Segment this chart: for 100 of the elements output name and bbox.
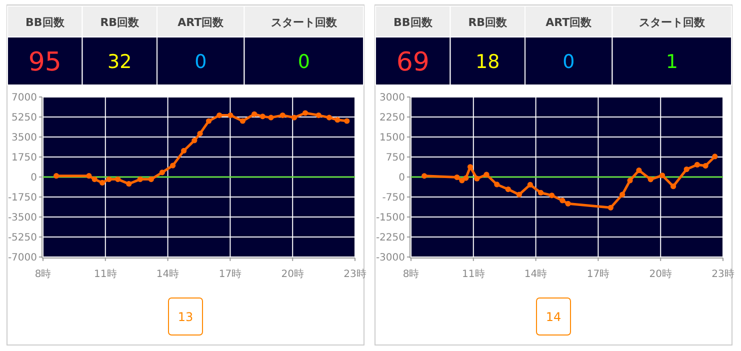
point bbox=[608, 204, 614, 210]
category-label: スタート回数 bbox=[270, 16, 338, 29]
point bbox=[159, 170, 165, 176]
point bbox=[197, 130, 203, 136]
point bbox=[712, 154, 718, 160]
y-tick-label: 5250 bbox=[12, 112, 37, 124]
x-tick-label: 11時 bbox=[462, 268, 485, 280]
x-tick-label: 11時 bbox=[94, 268, 117, 280]
point bbox=[620, 192, 626, 198]
y-tick-label: 750 bbox=[386, 152, 405, 164]
point bbox=[484, 172, 490, 178]
y-tick-label: -7000 bbox=[8, 252, 37, 264]
y-tick-label: 7000 bbox=[12, 92, 37, 104]
point bbox=[99, 180, 106, 186]
point bbox=[228, 112, 234, 118]
x-tick-label: 17時 bbox=[218, 268, 242, 280]
x-tick-label: 20時 bbox=[649, 268, 672, 280]
point bbox=[627, 178, 633, 184]
y-tick-label: -5250 bbox=[8, 232, 37, 244]
text: 0 bbox=[194, 50, 207, 73]
text: 69 bbox=[396, 47, 430, 78]
text: 13 bbox=[178, 310, 194, 324]
point bbox=[454, 174, 460, 180]
x-tick-label: 23時 bbox=[344, 268, 366, 280]
y-tick-label: 3500 bbox=[12, 132, 37, 144]
category-label: BB回数 bbox=[393, 16, 434, 29]
point bbox=[505, 186, 511, 192]
point bbox=[565, 200, 571, 206]
point bbox=[560, 198, 566, 204]
x-tick-label: 17時 bbox=[586, 268, 610, 280]
category-label: RB回数 bbox=[100, 16, 140, 29]
category-label: ART回数 bbox=[178, 16, 225, 29]
category-label: ART回数 bbox=[546, 16, 593, 29]
point bbox=[192, 138, 198, 144]
y-tick-label: -1750 bbox=[8, 192, 37, 204]
point bbox=[516, 192, 522, 198]
point bbox=[268, 114, 274, 120]
point bbox=[86, 173, 92, 179]
y-tick-label: -750 bbox=[382, 192, 405, 204]
category-label: RB回数 bbox=[468, 16, 508, 29]
point bbox=[648, 176, 654, 182]
point bbox=[216, 112, 222, 118]
text: 0 bbox=[298, 50, 310, 73]
point bbox=[92, 176, 98, 182]
point bbox=[126, 181, 132, 187]
x-tick-label: 8時 bbox=[402, 268, 420, 280]
point bbox=[291, 114, 298, 120]
y-tick-label: 0 bbox=[30, 172, 37, 184]
point bbox=[115, 176, 121, 182]
point bbox=[702, 163, 708, 169]
point bbox=[240, 118, 246, 124]
text: 18 bbox=[476, 50, 500, 73]
y-tick-label: -2250 bbox=[376, 232, 405, 244]
point bbox=[494, 182, 500, 188]
y-tick-label: 1750 bbox=[12, 152, 37, 164]
point bbox=[54, 173, 60, 179]
category-label: スタート回数 bbox=[638, 16, 706, 29]
text: 0 bbox=[562, 50, 575, 73]
point bbox=[694, 162, 700, 168]
point bbox=[684, 166, 690, 172]
point bbox=[538, 190, 544, 196]
y-tick-label: 1500 bbox=[380, 132, 405, 144]
point bbox=[260, 114, 266, 120]
category-label: BB回数 bbox=[25, 16, 66, 29]
point bbox=[334, 117, 340, 123]
point bbox=[659, 172, 666, 178]
point bbox=[670, 184, 676, 190]
x-tick-label: 14時 bbox=[156, 268, 180, 280]
y-tick-label: -1500 bbox=[376, 212, 405, 224]
x-tick-label: 14時 bbox=[524, 268, 548, 280]
point bbox=[302, 110, 308, 116]
point bbox=[106, 176, 112, 182]
point bbox=[181, 148, 187, 154]
text: 1 bbox=[666, 50, 678, 73]
y-tick-label: 3000 bbox=[380, 92, 405, 104]
point bbox=[316, 112, 322, 118]
point bbox=[206, 118, 212, 124]
point bbox=[326, 114, 332, 120]
x-tick-label: 23時 bbox=[712, 268, 734, 280]
y-tick-label: 0 bbox=[398, 172, 405, 184]
text: 95 bbox=[28, 47, 62, 78]
point bbox=[344, 118, 350, 124]
y-tick-label: -3000 bbox=[376, 252, 405, 264]
x-tick-label: 20時 bbox=[281, 268, 304, 280]
text: 32 bbox=[108, 50, 132, 73]
y-tick-label: 2250 bbox=[380, 112, 405, 124]
point bbox=[280, 112, 286, 118]
x-tick-label: 8時 bbox=[34, 268, 52, 280]
point bbox=[636, 168, 642, 174]
point bbox=[474, 176, 480, 182]
y-tick-label: -3500 bbox=[8, 212, 37, 224]
point bbox=[170, 162, 176, 168]
text: 14 bbox=[546, 310, 562, 324]
point bbox=[422, 173, 428, 179]
point bbox=[137, 176, 143, 182]
point bbox=[463, 175, 469, 181]
point bbox=[527, 182, 533, 188]
point bbox=[252, 111, 258, 117]
point bbox=[148, 176, 154, 182]
point bbox=[549, 192, 555, 198]
